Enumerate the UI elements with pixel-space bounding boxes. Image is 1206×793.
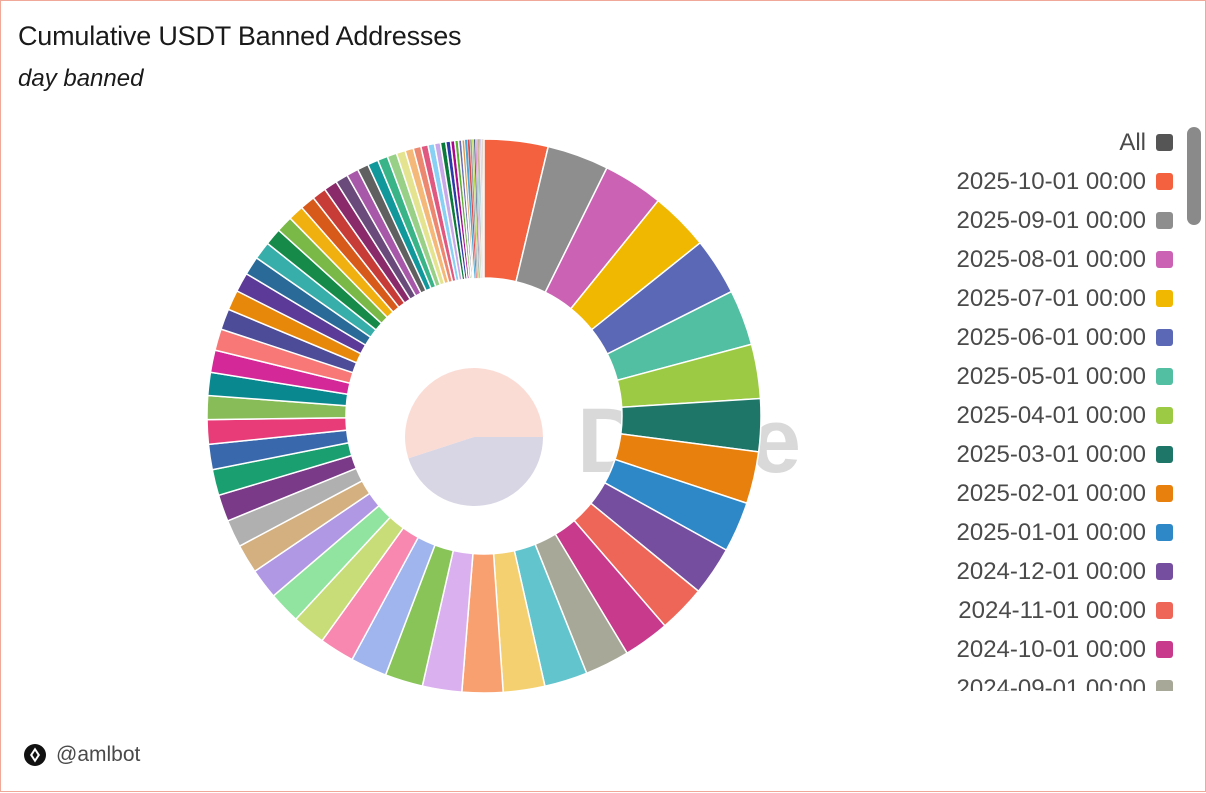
legend-label: 2024-12-01 00:00 xyxy=(957,558,1147,586)
legend-label: 2024-09-01 00:00 xyxy=(957,675,1147,692)
legend-swatch xyxy=(1156,641,1173,658)
legend-swatch xyxy=(1156,407,1173,424)
legend-label: 2025-10-01 00:00 xyxy=(957,168,1147,196)
legend-swatch xyxy=(1156,290,1173,307)
legend-swatch xyxy=(1156,251,1173,268)
legend-item[interactable]: 2024-11-01 00:00 xyxy=(958,591,1173,630)
legend-label: 2024-10-01 00:00 xyxy=(957,636,1147,664)
dune-logo-icon xyxy=(23,743,47,767)
legend-swatch xyxy=(1156,329,1173,346)
legend-label: 2025-04-01 00:00 xyxy=(957,402,1147,430)
legend-label: 2025-07-01 00:00 xyxy=(957,285,1147,313)
legend-item[interactable]: 2025-07-01 00:00 xyxy=(957,279,1174,318)
legend-label-all: All xyxy=(1119,129,1146,157)
legend-label: 2025-03-01 00:00 xyxy=(957,441,1147,469)
legend-item[interactable]: 2024-12-01 00:00 xyxy=(957,552,1174,591)
legend-swatch xyxy=(1156,485,1173,502)
legend-swatch xyxy=(1156,446,1173,463)
legend-label: 2025-01-01 00:00 xyxy=(957,519,1147,547)
legend-item[interactable]: 2025-09-01 00:00 xyxy=(957,201,1174,240)
legend-item[interactable]: 2025-10-01 00:00 xyxy=(957,162,1174,201)
legend-item[interactable]: 2025-08-01 00:00 xyxy=(957,240,1174,279)
legend-item[interactable]: 2024-10-01 00:00 xyxy=(957,630,1174,669)
legend-label: 2025-09-01 00:00 xyxy=(957,207,1147,235)
legend-label: 2025-08-01 00:00 xyxy=(957,246,1147,274)
legend-swatch xyxy=(1156,602,1173,619)
legend-swatch xyxy=(1156,212,1173,229)
legend-label: 2025-06-01 00:00 xyxy=(957,324,1147,352)
legend-label: 2025-02-01 00:00 xyxy=(957,480,1147,508)
legend-label: 2025-05-01 00:00 xyxy=(957,363,1147,391)
footer: @amlbot xyxy=(23,743,140,767)
chart-legend[interactable]: All 2025-10-01 00:00 2025-09-01 00:00 2025… xyxy=(921,123,1181,691)
legend-item[interactable]: 2024-09-01 00:00 xyxy=(957,669,1174,691)
legend-item[interactable]: 2025-01-01 00:00 xyxy=(957,513,1174,552)
legend-swatch-all xyxy=(1156,134,1173,151)
legend-item-all[interactable]: All xyxy=(1119,123,1173,162)
legend-swatch xyxy=(1156,563,1173,580)
legend-item[interactable]: 2025-03-01 00:00 xyxy=(957,435,1174,474)
legend-item[interactable]: 2025-04-01 00:00 xyxy=(957,396,1174,435)
legend-item[interactable]: 2025-06-01 00:00 xyxy=(957,318,1174,357)
author-handle: @amlbot xyxy=(56,743,140,767)
legend-scrollbar[interactable] xyxy=(1187,127,1201,225)
legend-swatch xyxy=(1156,524,1173,541)
legend-item[interactable]: 2025-02-01 00:00 xyxy=(957,474,1174,513)
legend-item[interactable]: 2025-05-01 00:00 xyxy=(957,357,1174,396)
legend-label: 2024-11-01 00:00 xyxy=(958,597,1146,625)
legend-swatch xyxy=(1156,680,1173,691)
legend-swatch xyxy=(1156,368,1173,385)
legend-swatch xyxy=(1156,173,1173,190)
